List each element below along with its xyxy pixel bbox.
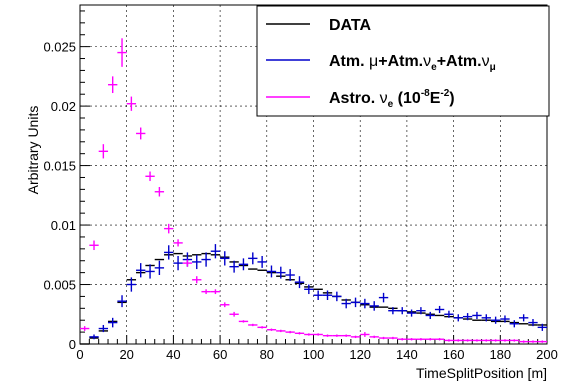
x-tick-label: 80 — [260, 347, 274, 362]
legend-label-data: DATA — [329, 17, 372, 34]
x-axis-title: TimeSplitPosition [m] — [416, 365, 547, 381]
y-tick-label: 0.015 — [43, 159, 76, 174]
x-tick-labels: 0 20 40 60 80 100 120 140 160 180 200 — [76, 347, 557, 362]
x-tick-label: 120 — [349, 347, 371, 362]
x-tick-label: 200 — [536, 347, 558, 362]
y-tick-label: 0.01 — [51, 218, 76, 233]
series-layer — [80, 38, 547, 345]
legend-label-astro: Astro. νe (10-8E-2) — [329, 88, 455, 110]
x-tick-label: 160 — [443, 347, 465, 362]
axis-ticks — [79, 10, 548, 345]
y-tick-labels: 0 0.005 0.01 0.015 0.02 0.025 — [43, 40, 76, 352]
x-tick-label: 40 — [166, 347, 180, 362]
x-tick-label: 100 — [303, 347, 325, 362]
y-tick-label: 0.025 — [43, 40, 76, 55]
series-2 — [80, 38, 547, 343]
legend: DATA Atm. μ+Atm.νe+Atm.νμ Astro. νe (10-… — [256, 5, 550, 117]
x-tick-label: 60 — [213, 347, 227, 362]
x-tick-label: 180 — [489, 347, 511, 362]
y-axis-title: Arbitrary Units — [25, 106, 41, 195]
y-tick-label: 0 — [69, 337, 76, 352]
x-tick-label: 140 — [396, 347, 418, 362]
legend-label-atm: Atm. μ+Atm.νe+Atm.νμ — [329, 53, 496, 73]
series-1 — [89, 244, 547, 340]
y-tick-label: 0.02 — [51, 99, 76, 114]
x-tick-label: 0 — [76, 347, 83, 362]
x-tick-label: 20 — [119, 347, 133, 362]
y-tick-label: 0.005 — [43, 278, 76, 293]
